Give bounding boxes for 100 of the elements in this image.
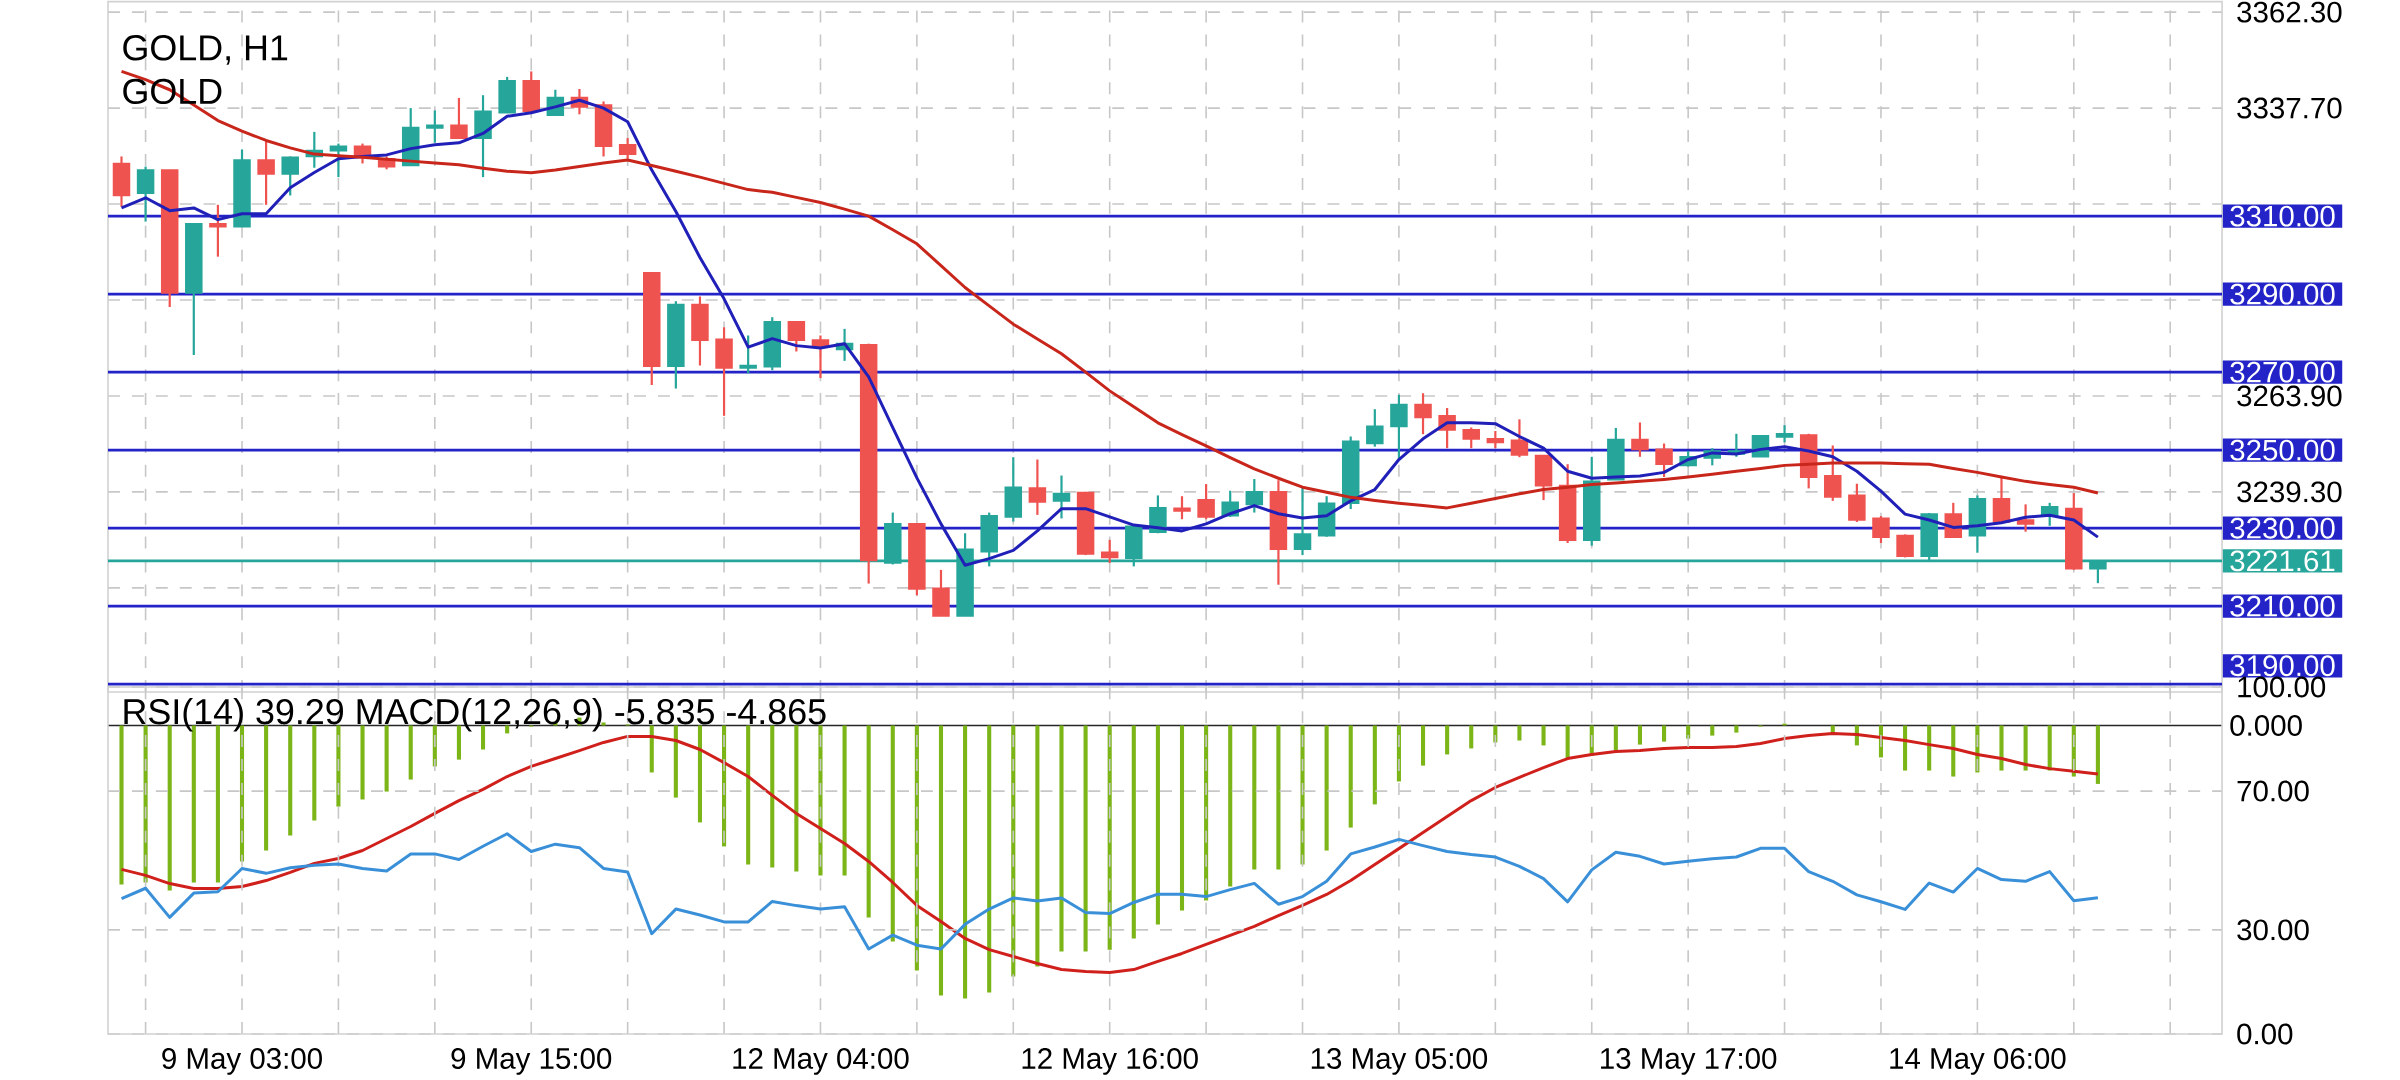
x-tick-label: 9 May 15:00	[451, 1048, 612, 1075]
x-tick-label: 12 May 04:00	[733, 1048, 909, 1075]
bar	[1469, 725, 1474, 749]
bar	[1710, 725, 1715, 736]
bar	[1131, 725, 1136, 939]
bar	[1565, 725, 1570, 759]
candlestick	[209, 203, 227, 258]
bar	[119, 725, 124, 885]
bar	[842, 725, 847, 876]
bar	[1999, 725, 2004, 771]
candlestick	[257, 139, 275, 206]
bar	[649, 725, 654, 773]
candlestick	[1173, 495, 1191, 521]
candlestick	[1197, 482, 1215, 521]
bar	[1059, 725, 1064, 952]
bar	[1035, 725, 1040, 967]
y-tick-label: 0.00	[2237, 1023, 2293, 1045]
bar	[1228, 725, 1233, 887]
bar	[312, 725, 317, 821]
text: GOLD, H1	[123, 35, 288, 65]
bar	[288, 725, 293, 836]
chart-title: RSI(14) 39.29 MACD(12,26,9) -5.835 -4.865	[124, 698, 826, 732]
x-tick-label: 13 May 17:00	[1601, 1048, 1777, 1075]
ref-line-label: 3290.00	[2230, 283, 2335, 305]
candlestick	[1655, 442, 1673, 479]
bar	[1324, 725, 1329, 851]
bar	[1541, 725, 1546, 746]
bar	[1372, 725, 1377, 805]
candlestick	[281, 155, 299, 197]
bar	[1348, 725, 1353, 828]
candlestick	[1872, 514, 1890, 545]
candlestick	[1293, 486, 1312, 557]
candlestick	[1631, 421, 1649, 458]
bar	[890, 725, 895, 942]
bar	[938, 725, 944, 996]
candlestick	[136, 165, 155, 223]
bar	[264, 725, 269, 851]
bar	[1951, 725, 1956, 777]
y-tick-label: 3362.30	[2237, 1, 2342, 23]
candlestick	[618, 137, 637, 160]
ref-line-label: 3190.00	[2230, 655, 2335, 677]
x-tick-label: 12 May 16:00	[1022, 1048, 1198, 1075]
bar	[987, 725, 992, 993]
bar	[1734, 725, 1739, 733]
candlestick	[1824, 444, 1842, 502]
bar	[1276, 725, 1281, 870]
ref-line-label: 3270.00	[2230, 361, 2335, 383]
ref-line-label: 3310.00	[2230, 205, 2335, 227]
y-tick-label: 3239.30	[2237, 481, 2342, 503]
bar	[770, 725, 775, 868]
candlestick	[329, 142, 348, 179]
candlestick	[1052, 474, 1071, 520]
candlestick	[426, 109, 444, 144]
candlestick	[1245, 477, 1264, 514]
bar	[1927, 725, 1932, 771]
candlestick	[1462, 426, 1480, 450]
y-tick-label: 3263.90	[2237, 385, 2342, 407]
candlestick	[787, 319, 806, 353]
bar	[1300, 725, 1305, 865]
bar	[1445, 725, 1450, 755]
bar	[866, 725, 871, 918]
ref-line-label: 3221.61	[2230, 550, 2335, 572]
candlestick	[1510, 418, 1529, 459]
bar	[794, 725, 799, 872]
bar	[1179, 725, 1185, 911]
bar	[746, 725, 751, 865]
candlestick	[1390, 393, 1408, 461]
x-tick-label: 14 May 06:00	[1890, 1048, 2066, 1075]
candlestick	[739, 334, 757, 375]
bar	[601, 722, 606, 726]
bar	[2047, 725, 2052, 771]
x-tick-label: 9 May 03:00	[162, 1048, 322, 1075]
bar	[1083, 725, 1088, 952]
line-series	[120, 832, 2100, 951]
candlestick	[1028, 458, 1047, 517]
y-tick-label: 70.00	[2237, 780, 2309, 802]
ref-line-label: 3250.00	[2230, 439, 2335, 461]
candlestick	[2016, 503, 2035, 533]
candlestick	[1775, 424, 1794, 444]
text: 0.000	[2230, 715, 2302, 736]
bar	[697, 725, 702, 823]
candlestick	[1366, 408, 1384, 448]
ref-line-label: 3230.00	[2230, 517, 2335, 539]
x-tick-label: 13 May 05:00	[1311, 1048, 1488, 1075]
bar	[1155, 725, 1160, 925]
bar	[1613, 725, 1618, 751]
bar	[1903, 725, 1908, 771]
bar	[2023, 725, 2028, 771]
bar	[673, 725, 678, 798]
ref-line-label: 3210.00	[2230, 595, 2335, 617]
bar	[818, 725, 823, 876]
candlestick	[1414, 392, 1432, 436]
candlestick	[450, 96, 468, 140]
y-tick-label: 3337.70	[2237, 97, 2342, 119]
bar	[1662, 725, 1667, 742]
bar	[1517, 725, 1522, 741]
bar	[963, 725, 968, 999]
bar	[2095, 725, 2100, 784]
y-tick-label: 100.00	[2238, 676, 2326, 698]
y-tick-label: 30.00	[2237, 919, 2309, 941]
